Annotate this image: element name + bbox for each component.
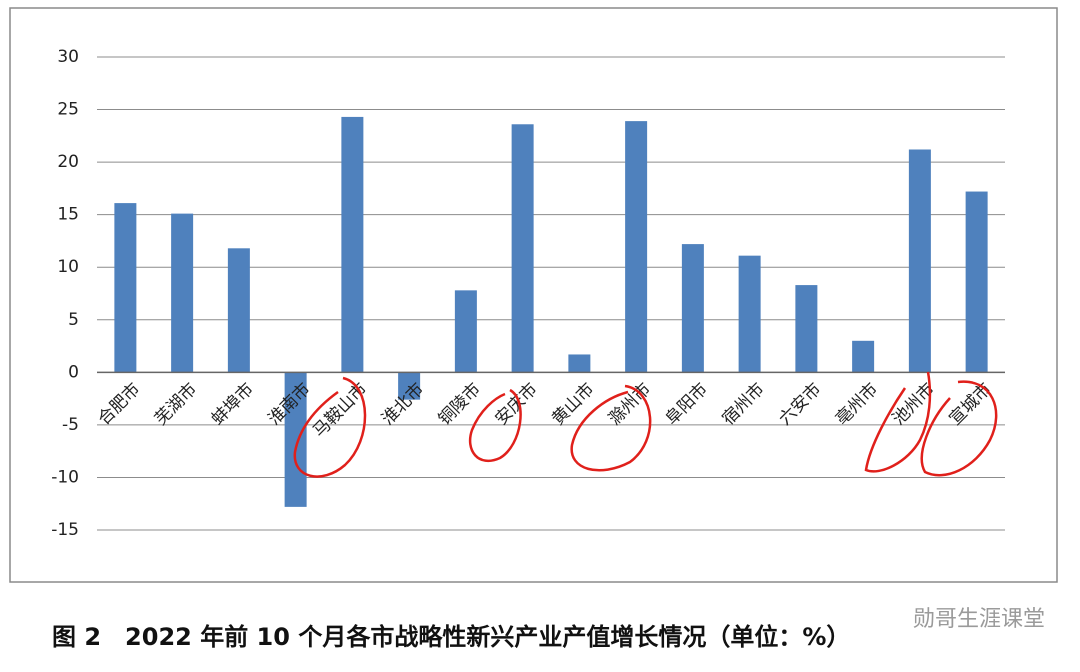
annotation-circle xyxy=(293,376,367,478)
bar xyxy=(681,244,704,373)
bar xyxy=(341,116,364,373)
y-tick-label: 10 xyxy=(57,257,79,277)
annotation-circle xyxy=(864,371,932,473)
y-tick-label: -10 xyxy=(51,467,79,487)
bar xyxy=(171,213,194,373)
bar xyxy=(795,285,818,373)
y-tick-label: 15 xyxy=(57,205,79,225)
y-tick-label: 5 xyxy=(68,310,79,330)
y-tick-label: 30 xyxy=(57,47,79,67)
bar xyxy=(227,248,250,373)
bar xyxy=(454,290,477,373)
bar xyxy=(511,124,534,373)
bar xyxy=(965,191,988,373)
annotation-circle xyxy=(570,384,652,472)
bar xyxy=(398,372,421,400)
y-tick-label: 25 xyxy=(57,100,79,120)
annotation-circle xyxy=(920,380,998,477)
bar xyxy=(568,354,591,373)
y-tick-label: -5 xyxy=(62,415,79,435)
hand-annotations xyxy=(293,371,998,478)
bar xyxy=(114,203,137,373)
y-tick-label: 0 xyxy=(68,362,79,382)
annotation-circle xyxy=(468,388,522,463)
y-tick-label: -15 xyxy=(51,520,79,540)
bar xyxy=(908,149,931,373)
y-tick-label: 20 xyxy=(57,152,79,172)
bar xyxy=(625,121,648,373)
bar xyxy=(284,372,307,507)
caption: 图 2 2022 年前 10 个月各市战略性新兴产业产值增长情况（单位：%） xyxy=(52,623,850,651)
bar xyxy=(738,255,761,373)
watermark: 勋哥生涯课堂 xyxy=(913,607,1045,632)
bar xyxy=(852,340,875,373)
